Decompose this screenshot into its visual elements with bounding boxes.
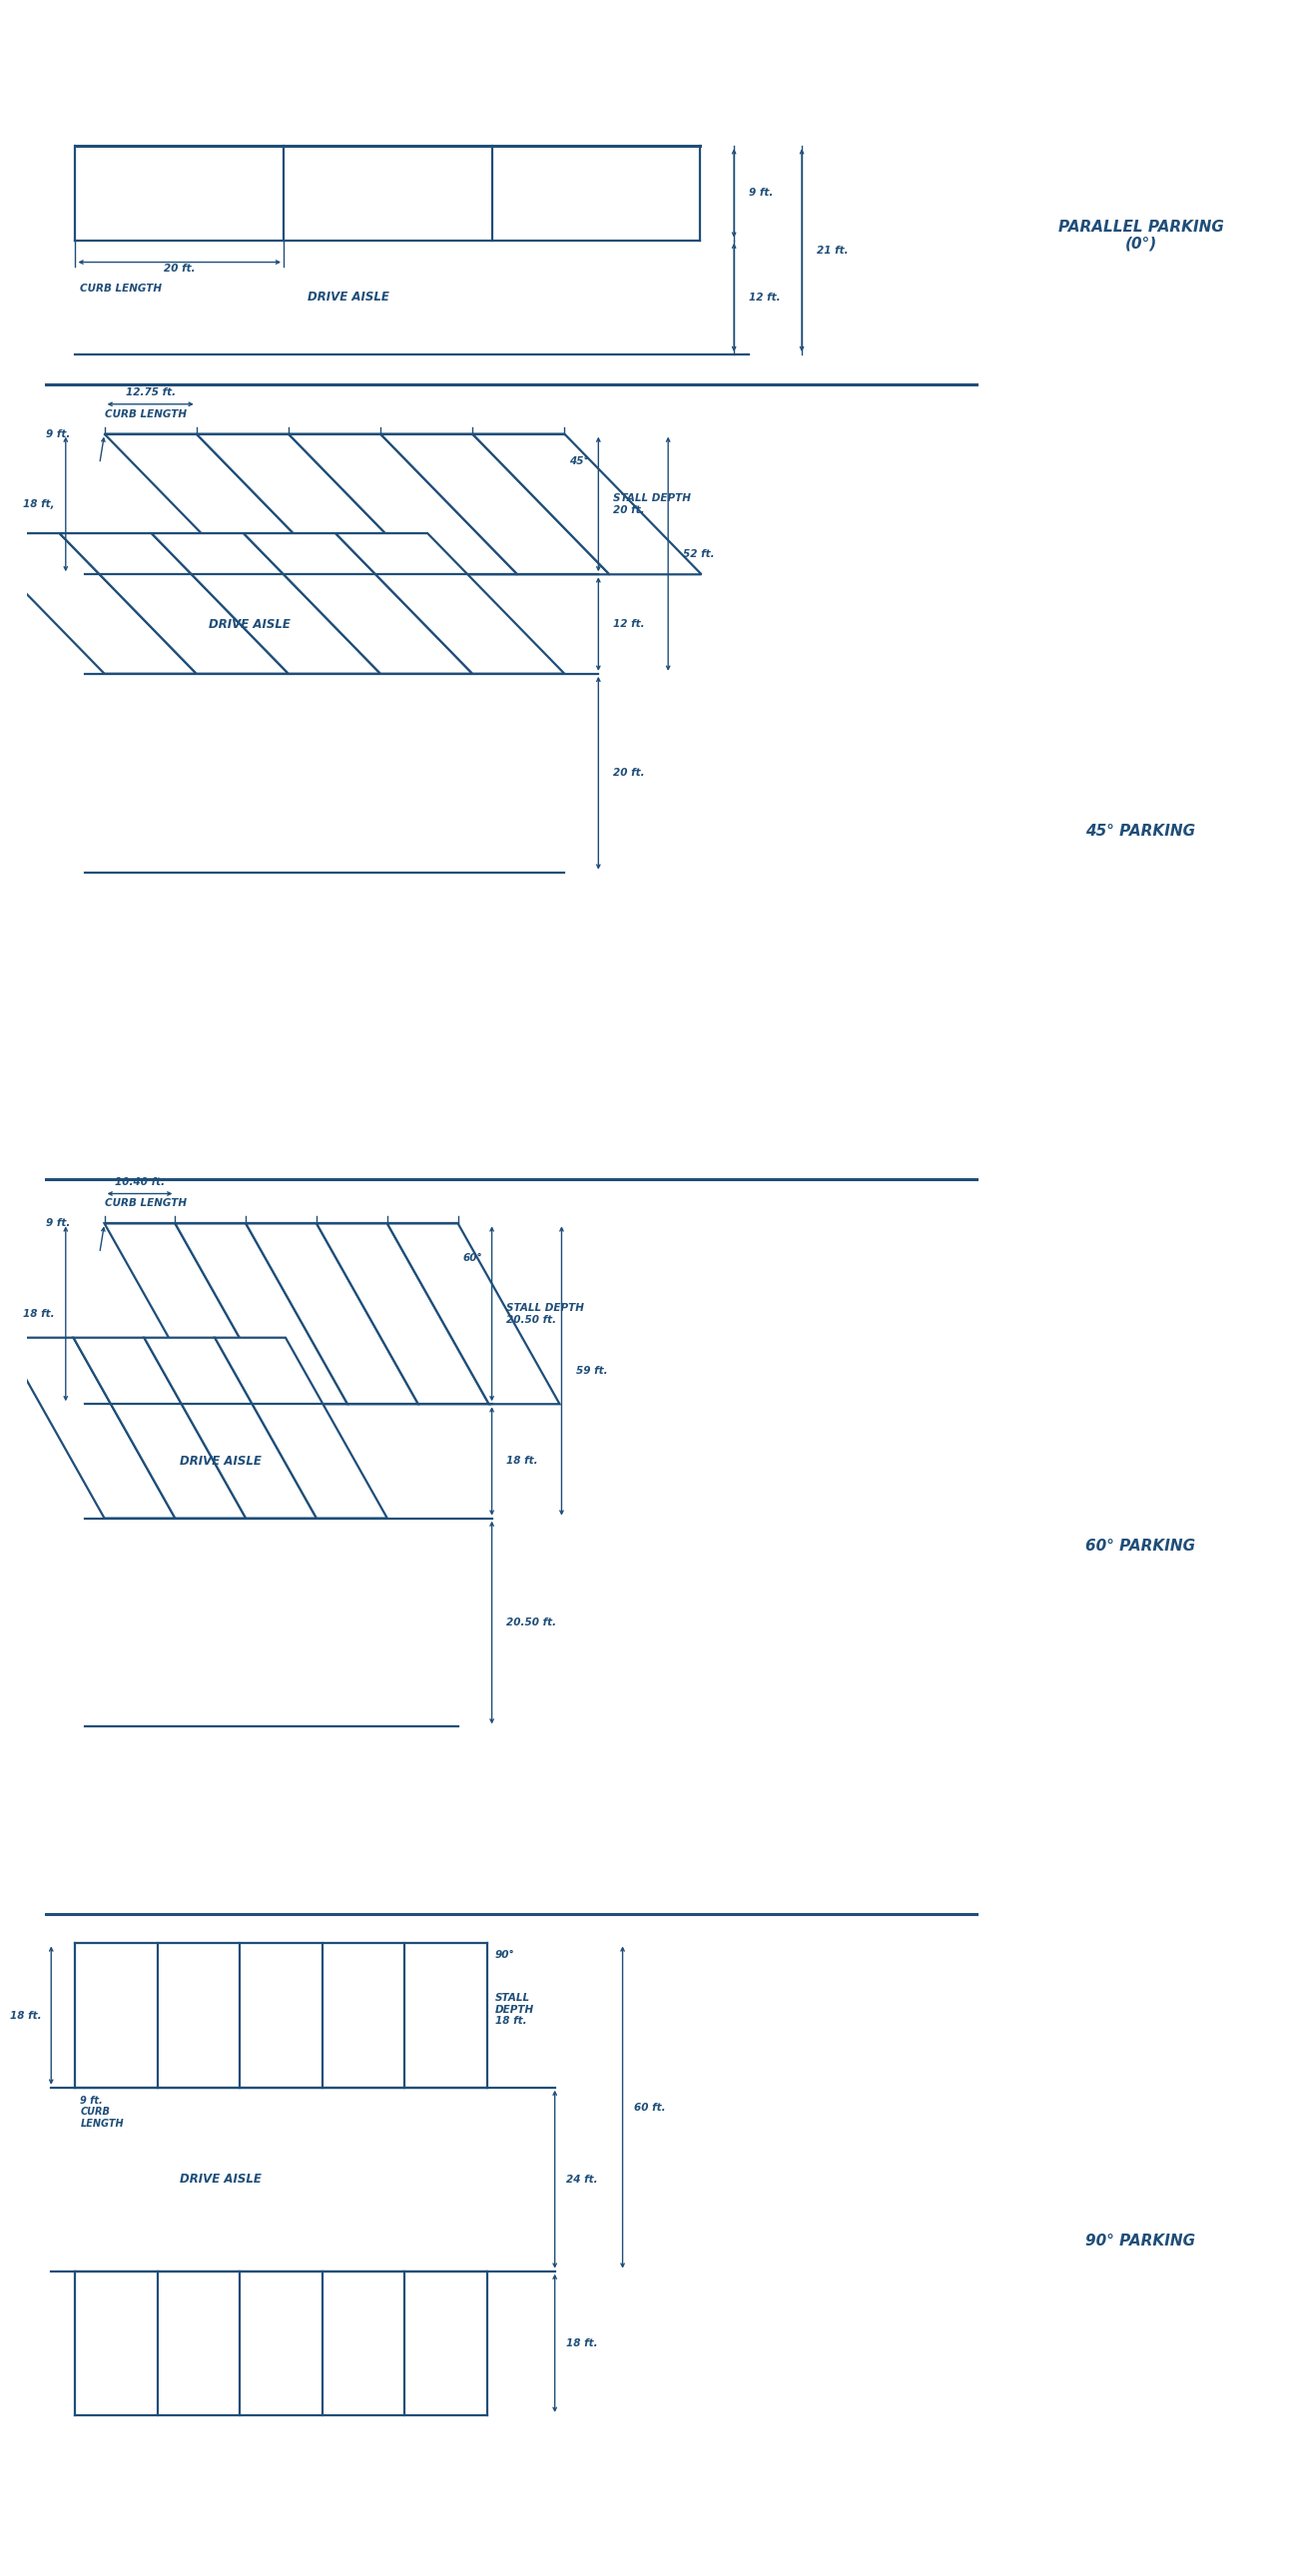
Text: 9 ft.: 9 ft. [47, 430, 71, 438]
Polygon shape [0, 533, 197, 675]
Text: 12 ft.: 12 ft. [749, 294, 780, 301]
Text: CURB LENGTH: CURB LENGTH [80, 283, 162, 294]
Polygon shape [144, 1337, 317, 1517]
Polygon shape [175, 1224, 348, 1404]
Polygon shape [215, 1337, 387, 1517]
Text: 12 ft.: 12 ft. [613, 618, 644, 629]
Polygon shape [243, 533, 472, 675]
Text: STALL DEPTH
20.50 ft.: STALL DEPTH 20.50 ft. [507, 1303, 584, 1324]
Text: 90° PARKING: 90° PARKING [1086, 2233, 1196, 2249]
Polygon shape [197, 433, 425, 574]
Text: 60°: 60° [463, 1252, 482, 1262]
Polygon shape [246, 1224, 418, 1404]
Text: 20 ft.: 20 ft. [164, 263, 195, 273]
Text: DRIVE AISLE: DRIVE AISLE [180, 2172, 261, 2187]
Text: 10.40 ft.: 10.40 ft. [115, 1177, 164, 1188]
Text: 18 ft.: 18 ft. [10, 2009, 41, 2020]
Text: 9 ft.: 9 ft. [749, 188, 773, 198]
Text: CURB LENGTH: CURB LENGTH [105, 410, 186, 420]
Text: STALL DEPTH
20 ft.: STALL DEPTH 20 ft. [613, 495, 690, 515]
Text: 60 ft.: 60 ft. [635, 2102, 666, 2112]
Text: DRIVE AISLE: DRIVE AISLE [209, 618, 291, 631]
Text: DRIVE AISLE: DRIVE AISLE [180, 1455, 261, 1468]
Text: 20.50 ft.: 20.50 ft. [507, 1618, 556, 1628]
Text: 18 ft,: 18 ft, [22, 500, 54, 510]
Text: 45°: 45° [569, 456, 590, 466]
Text: DRIVE AISLE: DRIVE AISLE [308, 291, 389, 304]
Text: 18 ft.: 18 ft. [566, 2339, 597, 2349]
Text: 24 ft.: 24 ft. [566, 2174, 597, 2184]
Polygon shape [472, 433, 702, 574]
Polygon shape [335, 533, 565, 675]
Polygon shape [74, 1337, 246, 1517]
Text: 12.75 ft.: 12.75 ft. [125, 386, 176, 397]
Text: 60° PARKING: 60° PARKING [1086, 1538, 1196, 1553]
Polygon shape [105, 433, 334, 574]
Text: STALL
DEPTH
18 ft.: STALL DEPTH 18 ft. [495, 1994, 534, 2027]
Text: 18 ft.: 18 ft. [507, 1455, 538, 1466]
Polygon shape [151, 533, 380, 675]
Text: 9 ft.
CURB
LENGTH: 9 ft. CURB LENGTH [80, 2094, 124, 2128]
Polygon shape [317, 1224, 489, 1404]
Polygon shape [380, 433, 609, 574]
Polygon shape [288, 433, 517, 574]
Polygon shape [387, 1224, 560, 1404]
Polygon shape [59, 533, 288, 675]
Text: 21 ft.: 21 ft. [816, 245, 848, 255]
Text: 18 ft.: 18 ft. [22, 1309, 54, 1319]
Text: 90°: 90° [495, 1950, 515, 1960]
Text: 59 ft.: 59 ft. [577, 1365, 608, 1376]
Polygon shape [105, 1224, 277, 1404]
Text: 45° PARKING: 45° PARKING [1086, 824, 1196, 840]
Text: 9 ft.: 9 ft. [47, 1218, 71, 1229]
Text: 52 ft.: 52 ft. [683, 549, 714, 559]
Polygon shape [3, 1337, 175, 1517]
Text: 20 ft.: 20 ft. [613, 768, 644, 778]
Text: PARALLEL PARKING
(0°): PARALLEL PARKING (0°) [1058, 219, 1223, 252]
Text: CURB LENGTH: CURB LENGTH [105, 1198, 186, 1208]
